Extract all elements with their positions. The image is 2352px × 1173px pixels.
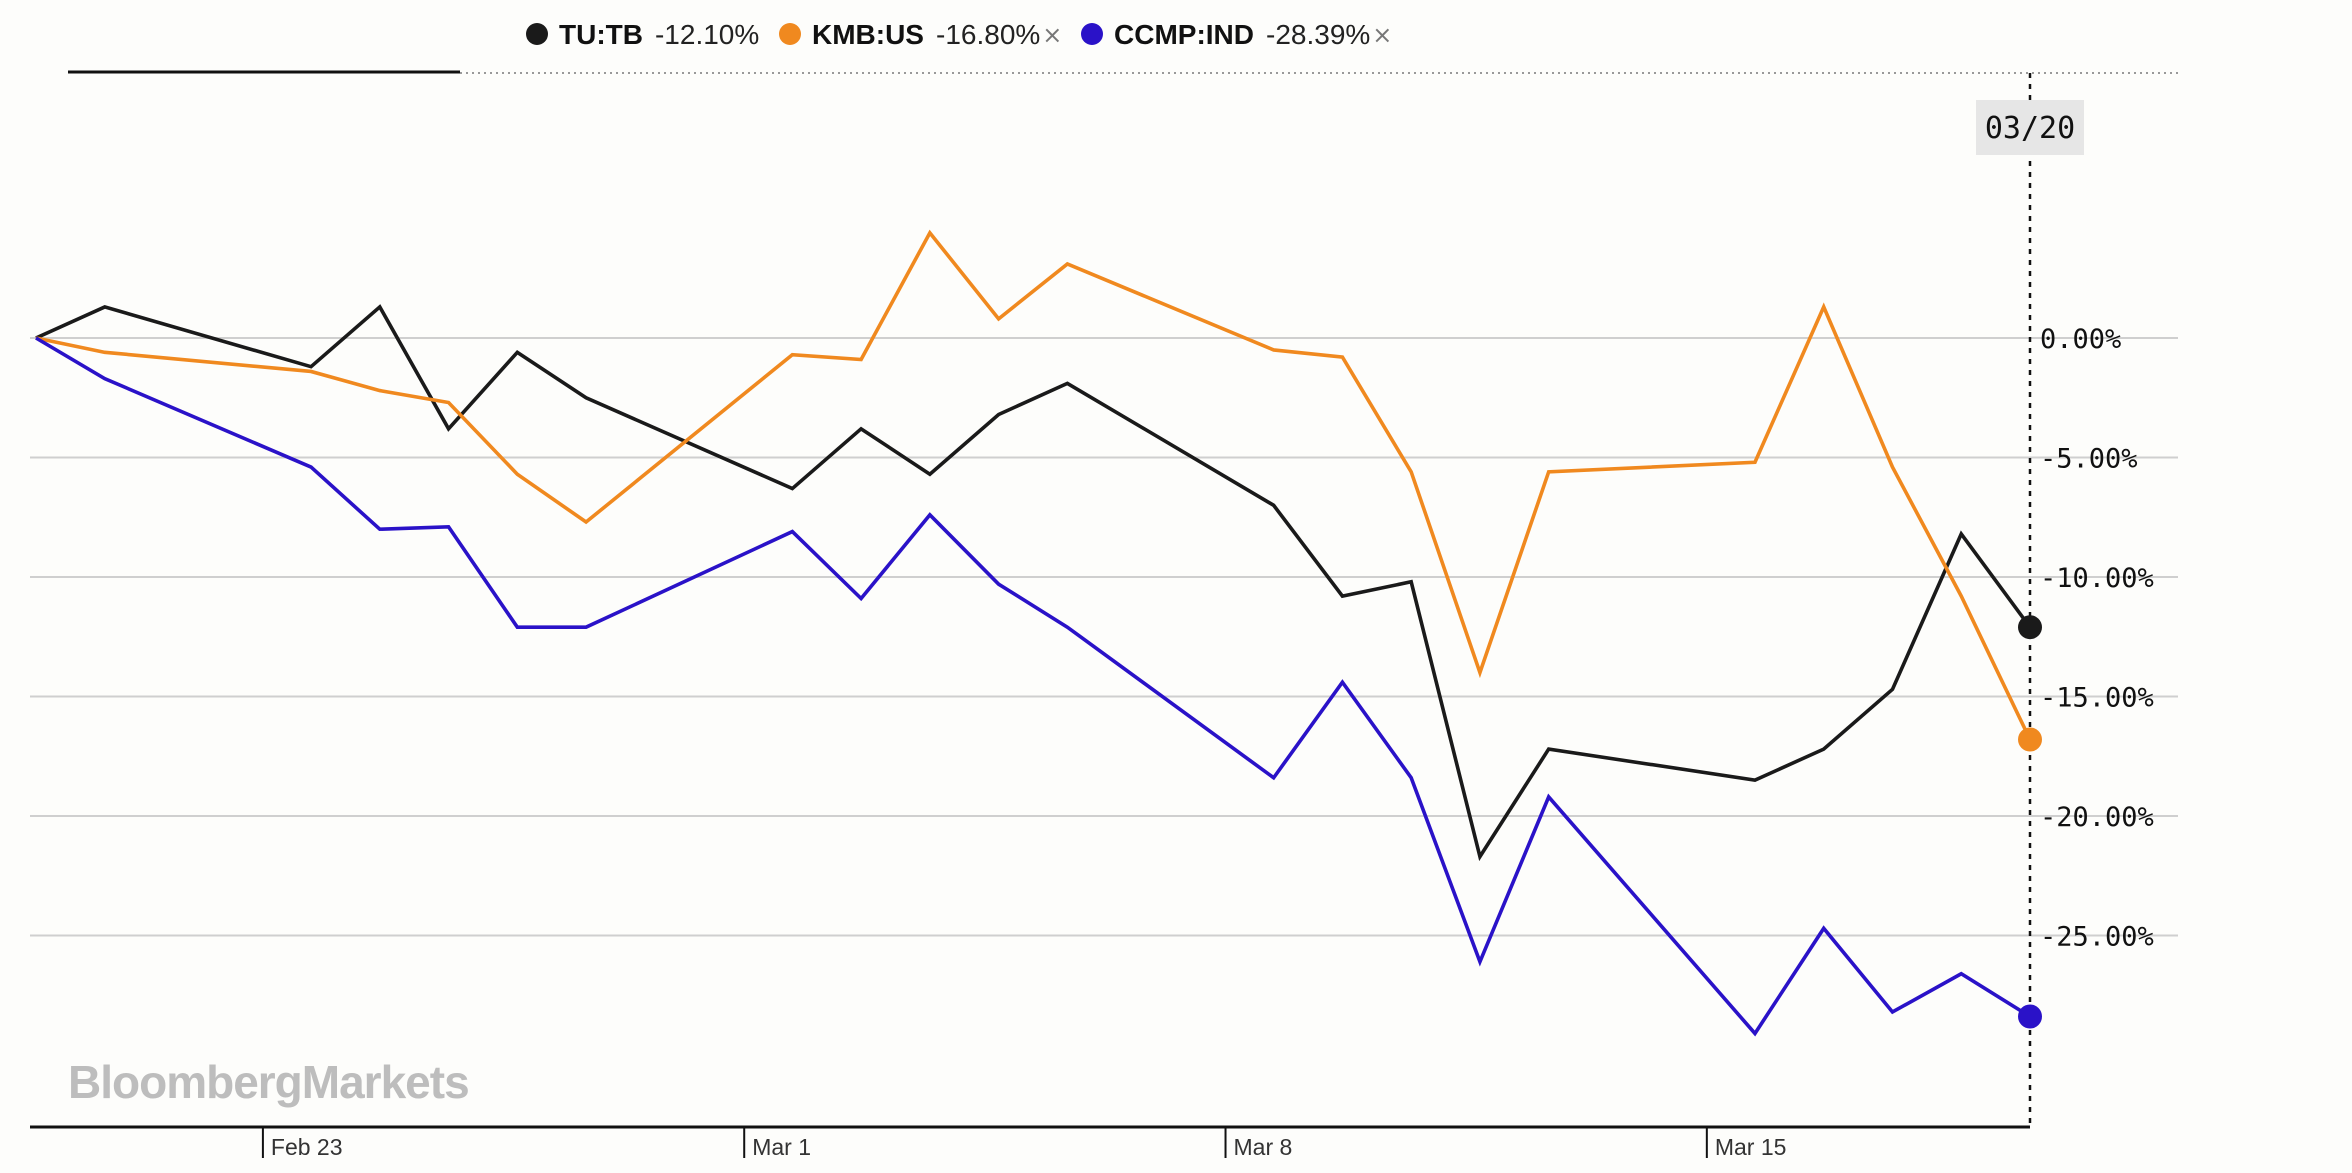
series-end-marker (2018, 727, 2042, 752)
legend-remove-icon[interactable]: × (1042, 21, 1062, 49)
legend: TU:TB -12.10% KMB:US -16.80% × CCMP:IND -28.39… (526, 19, 1392, 50)
legend-item[interactable]: TU:TB -12.10% (526, 19, 759, 50)
legend-item[interactable]: KMB:US -16.80% × (779, 19, 1062, 50)
watermark: BloombergMarkets (68, 1056, 469, 1108)
y-tick-label: -15.00% (2040, 683, 2154, 714)
y-axis: 0.00% -5.00% -10.00% -15.00% -20.00% -25.00% (2040, 324, 2154, 953)
y-tick-label: -10.00% (2040, 563, 2154, 594)
legend-series-name: KMB:US (812, 19, 924, 50)
legend-series-change: -12.10% (655, 19, 759, 50)
series-line-kmb-us (35, 229, 2032, 741)
y-tick-label: -5.00% (2040, 444, 2138, 475)
x-tick-label: Mar 15 (1715, 1134, 1787, 1160)
series-end-markers (2018, 615, 2042, 1029)
y-tick-label: -20.00% (2040, 802, 2154, 833)
crosshair-date-label: 03/20 (1985, 111, 2075, 146)
series-line-ccmp-ind (35, 336, 2031, 1037)
x-tick-label: Feb 23 (271, 1134, 343, 1160)
legend-series-change: -28.39% (1266, 19, 1370, 50)
legend-marker (526, 23, 548, 45)
legend-marker (1081, 23, 1103, 45)
y-tick-label: -25.00% (2040, 922, 2154, 953)
x-tick-label: Mar 1 (752, 1134, 811, 1160)
y-tick-label: 0.00% (2040, 324, 2121, 355)
grid (30, 337, 2178, 937)
x-axis: Feb 23 Mar 1 Mar 8 Mar 15 (261, 1127, 1787, 1160)
series-line-tu-tb (35, 304, 2032, 862)
series-lines (35, 229, 2032, 1037)
legend-series-name: CCMP:IND (1114, 19, 1254, 50)
crosshair-date-box: 03/20 (1976, 100, 2084, 155)
series-end-marker (2018, 1004, 2042, 1029)
series-end-marker (2018, 615, 2042, 640)
x-tick-label: Mar 8 (1234, 1134, 1293, 1160)
legend-marker (779, 23, 801, 45)
legend-remove-icon[interactable]: × (1372, 21, 1392, 49)
legend-series-name: TU:TB (559, 19, 643, 50)
legend-item[interactable]: CCMP:IND -28.39% × (1081, 19, 1392, 50)
legend-series-change: -16.80% (936, 19, 1040, 50)
